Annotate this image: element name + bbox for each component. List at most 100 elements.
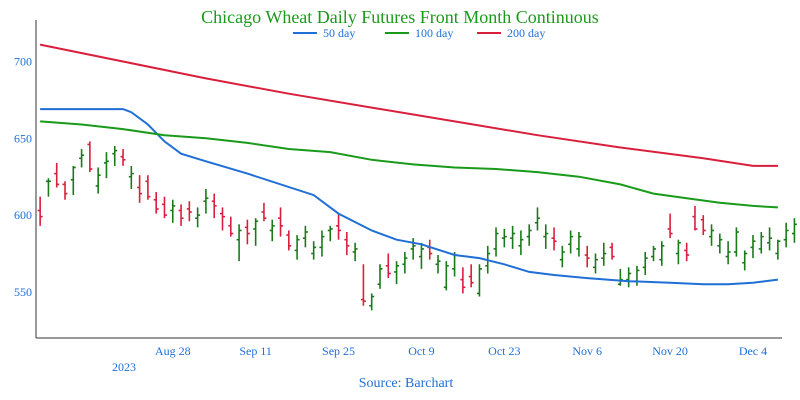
ohlc-bar (692, 205, 698, 231)
chart-title: Chicago Wheat Daily Futures Front Month … (201, 7, 599, 27)
ohlc-bar (717, 233, 723, 254)
ohlc-bar (742, 250, 748, 271)
ohlc-bar (767, 227, 773, 251)
ohlc-bar (725, 241, 731, 265)
ohlc-bar (302, 225, 308, 248)
ohlc-bar (70, 165, 76, 196)
ohlc-bar (45, 178, 51, 197)
ohlc-bar (651, 245, 657, 262)
ohlc-bar (394, 261, 400, 285)
ohlc-bar (526, 224, 532, 246)
ohlc-bar (211, 193, 217, 219)
ohlc-bar (385, 253, 391, 279)
ohlc-bar (112, 145, 118, 166)
ohlc-bar (775, 239, 781, 260)
ohlc-bar (418, 242, 424, 269)
ohlc-bar (518, 230, 524, 256)
ohlc-bar (278, 207, 284, 237)
ohlc-bar (733, 227, 739, 257)
ohlc-bar (344, 232, 350, 256)
ohlc-bar (294, 235, 300, 260)
ohlc-bar (584, 245, 590, 268)
ohlc-bar (435, 255, 441, 274)
ohlc-bar (360, 264, 366, 306)
ohlc-bar (700, 215, 706, 236)
ohlc-bar (153, 192, 159, 214)
x-tick-label: Oct 9 (408, 344, 434, 358)
ohlc-bar (493, 227, 499, 257)
ohlc-bar (319, 230, 325, 257)
ohlc-bar (593, 253, 598, 274)
ma-line-50-day (40, 108, 779, 286)
ohlc-bar (501, 228, 507, 248)
ohlc-bar (286, 230, 292, 251)
ohlc-bar (128, 165, 134, 189)
ohlc-bar (186, 201, 192, 222)
source-label: Source: Barchart (359, 376, 454, 391)
ohlc-bar (576, 232, 582, 257)
y-tick-label: 650 (14, 131, 32, 145)
ohlc-bar (667, 213, 673, 239)
ohlc-bar (568, 230, 574, 254)
ohlc-bar (253, 218, 259, 246)
ohlc-bar (261, 202, 267, 222)
moving-average-lines (39, 43, 779, 286)
ohlc-bar (311, 241, 317, 260)
y-tick-label: 600 (14, 208, 32, 222)
legend-label: 50 day (323, 26, 355, 40)
y-tick-labels: 550 600 650 700 (14, 54, 32, 298)
ohlc-bar (659, 241, 665, 266)
ohlc-bar (37, 196, 43, 226)
ohlc-bar (244, 219, 250, 245)
ohlc-bar (709, 224, 715, 246)
ohlc-bar (79, 149, 85, 168)
x-tick-labels: Aug 28 Sep 11 Sep 25 Oct 9 Oct 23 Nov 6 Nov 20… (155, 344, 767, 358)
ohlc-bar (476, 264, 482, 297)
ohlc-bar (352, 242, 358, 262)
ma-line-100-day (40, 120, 778, 209)
ohlc-bar (327, 225, 333, 242)
x-tick-label: Nov 20 (652, 344, 688, 358)
x-tick-label: Dec 4 (739, 344, 767, 358)
x-tick-label: Sep 25 (322, 344, 355, 358)
y-tick-label: 700 (14, 54, 32, 68)
ohlc-bar (336, 213, 342, 240)
legend-label: 100 day (415, 26, 453, 40)
ohlc-bar (460, 267, 466, 294)
ohlc-bar (601, 242, 607, 266)
ohlc-bar (791, 218, 797, 243)
axes (35, 20, 782, 339)
ohlc-bar (103, 152, 109, 179)
ohlc-bar (642, 251, 648, 276)
ohlc-bar (510, 225, 516, 249)
x-tick-label: Sep 11 (239, 344, 272, 358)
x-tick-label: Oct 23 (488, 344, 520, 358)
ohlc-bar (402, 251, 408, 274)
ohlc-bar (559, 245, 565, 268)
ohlc-bar (269, 219, 275, 242)
legend: 50 day 100 day 200 day (293, 26, 545, 40)
ohlc-bar (609, 242, 615, 260)
ohlc-bar (551, 227, 557, 251)
x-year-label: 2023 (112, 360, 136, 374)
ohlc-bar (170, 199, 176, 223)
ohlc-bar (120, 149, 126, 166)
ohlc-bar (203, 188, 209, 214)
ohlc-bar (543, 224, 549, 249)
ohlc-bar (675, 239, 681, 265)
ohlc-bar (626, 267, 632, 288)
ohlc-bar (54, 162, 60, 188)
ohlc-bar (758, 232, 764, 254)
ohlc-bar (137, 175, 143, 203)
ohlc-bar (195, 207, 201, 228)
y-tick-label: 550 (14, 285, 32, 299)
ohlc-bar (410, 238, 416, 260)
ohlc-bar (443, 261, 449, 291)
ma-line-200-day (39, 43, 778, 167)
ohlc-bar (468, 264, 474, 288)
ohlc-bar (220, 207, 225, 231)
ohlc-bar (750, 235, 756, 259)
ohlc-bar (534, 207, 540, 231)
ohlc-bar (178, 204, 184, 226)
